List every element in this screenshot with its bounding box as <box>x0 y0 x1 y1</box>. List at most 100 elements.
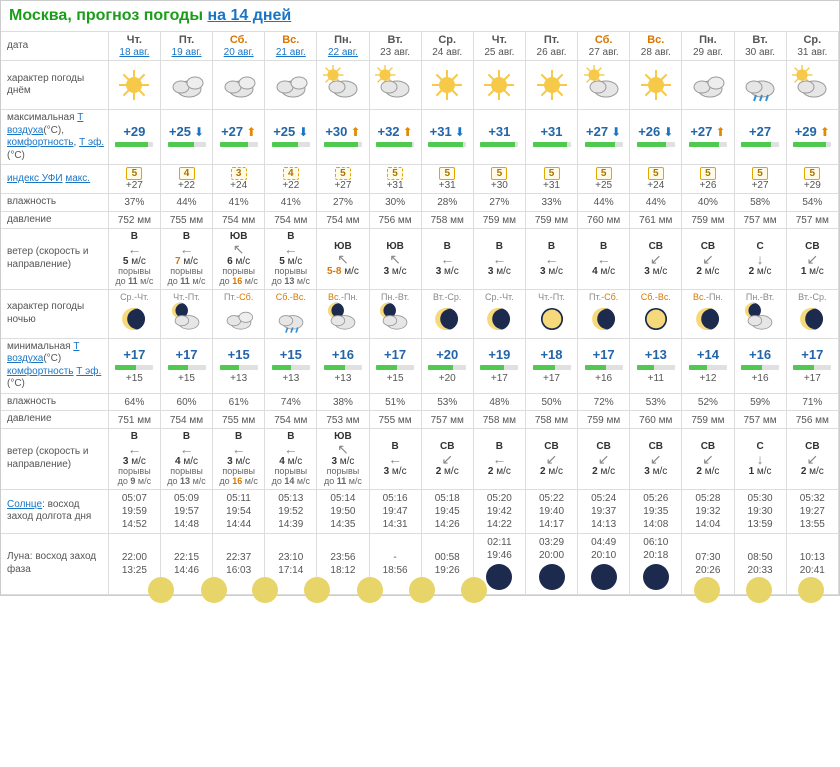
humidity-night: 52% <box>698 397 718 408</box>
row-hum-night-cell: 38% <box>317 393 369 411</box>
day-date-link[interactable]: 18 авг. <box>119 47 149 58</box>
header: Москва, прогноз погоды на 14 дней <box>1 1 839 32</box>
humidity-night: 74% <box>281 397 301 408</box>
row-hum-night-cell: 50% <box>525 393 577 411</box>
row-date-cell: Сб. 20 авг. <box>213 32 265 61</box>
weather-night-icon <box>685 302 730 336</box>
row-tmax: максимальная Т воздуха(°C), комфортность… <box>1 110 108 165</box>
day-date-link: 25 авг. <box>484 47 514 58</box>
day-abbr: Сб. <box>581 34 626 46</box>
row-wind-day-cell: В ← 3 м/с <box>525 229 577 290</box>
row-weather-day-cell <box>786 61 838 110</box>
night-label: Пт.-Сб. <box>581 292 626 302</box>
row-hum-night-cell: 74% <box>265 393 317 411</box>
wind-speed-night: 2 м/с <box>477 466 522 477</box>
day-date-link: 30 авг. <box>745 47 775 58</box>
row-wind-night-cell: В ← 4 м/спорывы до 14 м/с <box>265 428 317 489</box>
tmin-value: +15 <box>228 347 250 362</box>
day-date-link[interactable]: 21 авг. <box>276 47 306 58</box>
wind-arrow-icon: ↓ <box>738 252 783 266</box>
row-tmax-cell: +32 ⬆ <box>369 110 421 165</box>
weather-day-icon <box>216 65 261 105</box>
tmax-value: +31 <box>488 124 510 139</box>
humidity-day: 40% <box>698 197 718 208</box>
teff-night: +16 <box>581 373 626 384</box>
pressure-day: 754 мм <box>222 215 255 226</box>
tmin-value: +17 <box>593 347 615 362</box>
day-abbr: Вс. <box>268 34 313 46</box>
row-weather-day-cell <box>734 61 786 110</box>
uvi-badge: 5 <box>491 167 507 180</box>
comfort-bar-night <box>480 365 518 370</box>
day-date-link: 27 авг. <box>589 47 619 58</box>
humidity-day: 27% <box>489 197 509 208</box>
teff-night: +15 <box>112 373 157 384</box>
comfort-bar-day <box>480 142 518 147</box>
row-weather-night-cell: Вс.-Пн. <box>682 289 734 338</box>
row-moon-cell: 07:3020:26 <box>682 533 734 594</box>
row-tmax-cell: +31 <box>525 110 577 165</box>
pressure-day: 759 мм <box>535 215 568 226</box>
row-weather-night-cell: Пт.-Сб. <box>213 289 265 338</box>
day-date-link[interactable]: 22 авг. <box>328 47 358 58</box>
gust-night: порывы до 16 м/с <box>216 467 261 487</box>
wind-arrow-icon: ↙ <box>685 452 730 466</box>
teff-day: +25 <box>581 180 626 191</box>
humidity-day: 37% <box>124 197 144 208</box>
row-wind-night-cell: СВ ↙ 2 м/с <box>421 428 473 489</box>
tmin-value: +16 <box>749 347 771 362</box>
row-weather-night-cell: Чт.-Пт. <box>160 289 212 338</box>
row-press-day-cell: 754 мм <box>317 211 369 229</box>
sun-times: 05:0919:5714:48 <box>164 492 209 531</box>
day-date-link[interactable]: 19 авг. <box>172 47 202 58</box>
row-tmax-cell: +27 ⬇ <box>578 110 630 165</box>
row-wind-night-cell: В ← 3 м/с <box>369 428 421 489</box>
row-weather-day-cell <box>578 61 630 110</box>
comfort-bar-day <box>533 142 571 147</box>
humidity-night: 53% <box>646 397 666 408</box>
gust-day: порывы до 16 м/с <box>216 267 261 287</box>
row-hum-night-cell: 48% <box>473 393 525 411</box>
comfort-bar-night <box>533 365 571 370</box>
row-tmax-cell: +25 ⬇ <box>265 110 317 165</box>
teff-day: +22 <box>268 180 313 191</box>
sun-times: 05:3019:3013:59 <box>738 492 783 531</box>
pressure-day: 752 мм <box>118 215 151 226</box>
wind-arrow-icon: ← <box>581 252 626 266</box>
row-sun-cell: 05:1819:4514:26 <box>421 489 473 533</box>
row-date-cell: Пн. 29 авг. <box>682 32 734 61</box>
comfort-bar-night <box>689 365 727 370</box>
row-hum-night-cell: 52% <box>682 393 734 411</box>
tmin-value: +20 <box>436 347 458 362</box>
row-hum-night-cell: 53% <box>630 393 682 411</box>
wind-speed-day: 3 м/с <box>373 266 418 277</box>
tmin-value: +15 <box>280 347 302 362</box>
row-hum-day-cell: 54% <box>786 194 838 212</box>
row-hum-day-cell: 44% <box>160 194 212 212</box>
period-link[interactable]: на 14 дней <box>207 7 291 24</box>
row-press-night-cell: 758 мм <box>473 411 525 429</box>
sun-times: 05:1819:4514:26 <box>425 492 470 531</box>
teff-day: +31 <box>425 180 470 191</box>
row-weather-night-cell: Ср.-Чт. <box>108 289 160 338</box>
day-date-link[interactable]: 20 авг. <box>224 47 254 58</box>
row-date-cell: Пт. 19 авг. <box>160 32 212 61</box>
row-wind-night-cell: СВ ↙ 2 м/с <box>525 428 577 489</box>
row-weather-night: характер погоды ночью <box>1 289 108 338</box>
row-wind-day-cell: С ↓ 2 м/с <box>734 229 786 290</box>
pressure-day: 759 мм <box>691 215 724 226</box>
row-wind-night-cell: В ← 4 м/спорывы до 13 м/с <box>160 428 212 489</box>
row-wind-day-cell: СВ ↙ 2 м/с <box>682 229 734 290</box>
comfort-bar-day <box>689 142 727 147</box>
comfort-bar-day <box>324 142 362 147</box>
pressure-day: 757 мм <box>743 215 776 226</box>
weather-night-icon <box>216 302 261 336</box>
wind-arrow-icon: ← <box>373 452 418 466</box>
comfort-bar-night <box>272 365 310 370</box>
comfort-bar-night <box>168 365 206 370</box>
day-abbr: Вс. <box>633 34 678 46</box>
row-moon-cell: 03:2920:00 <box>525 533 577 594</box>
humidity-night: 38% <box>333 397 353 408</box>
wind-arrow-icon: ← <box>268 442 313 456</box>
tmin-value: +19 <box>488 347 510 362</box>
